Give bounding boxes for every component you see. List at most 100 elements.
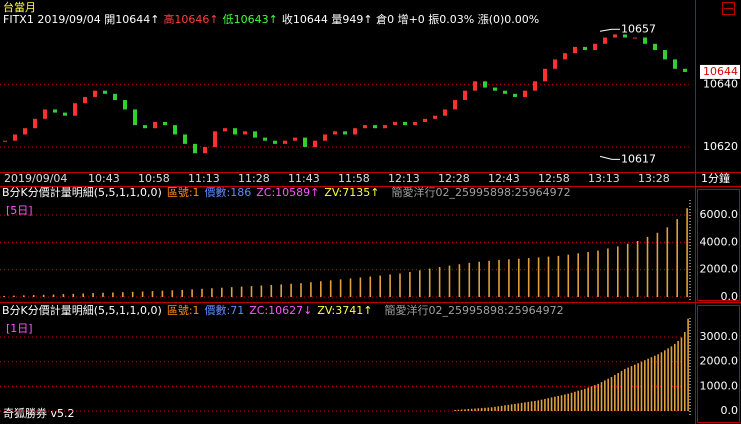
candle: [223, 128, 227, 132]
candle: [373, 125, 377, 129]
candle: [63, 112, 67, 116]
candle: [83, 96, 87, 104]
quote-line: FITX1 2019/09/04 開10644↑ 高10646↑ 低10643↑ 收1…: [3, 12, 539, 26]
y-tick-label: 4000.0: [700, 235, 739, 248]
bar: [607, 248, 609, 297]
bar: [537, 257, 540, 297]
bar: [600, 382, 603, 411]
candle: [193, 143, 197, 154]
candle: [523, 90, 527, 97]
annotation-leader: [599, 28, 613, 32]
indicator-field: 簡愛洋行02_25995898:25964972: [391, 185, 570, 199]
bar: [510, 404, 513, 411]
candle: [663, 50, 667, 60]
bar: [484, 407, 486, 411]
bar: [673, 343, 676, 411]
candle: [23, 128, 27, 135]
bar: [644, 360, 646, 411]
bar: [537, 400, 540, 411]
bar: [52, 294, 55, 297]
bar: [587, 387, 589, 411]
candle: [3, 140, 7, 142]
candle: [583, 46, 587, 51]
candle: [503, 90, 507, 94]
candle: [103, 90, 107, 94]
bar: [624, 369, 626, 411]
indicator-field: 區號:1: [167, 186, 200, 199]
indicator-header: B分K分價計量明細(5,5,1,1,0,0) 區號:1 價數:71 ZC:10627↓…: [2, 303, 564, 317]
y-tick-label: 2000.0: [700, 355, 739, 368]
candle: [653, 43, 657, 51]
x-tick-label: 11:43: [288, 172, 320, 185]
bar: [280, 284, 282, 297]
bar: [640, 361, 643, 411]
candle: [243, 131, 247, 135]
bar: [112, 292, 114, 297]
candle: [273, 140, 277, 144]
bar: [630, 366, 633, 411]
y-tick-label: 2000.0: [700, 263, 739, 276]
bar: [32, 295, 35, 297]
bar: [260, 285, 263, 297]
bar: [637, 363, 639, 411]
bar: [477, 408, 480, 411]
bar: [604, 380, 606, 411]
bar: [683, 332, 686, 411]
y-tick-label: 3000.0: [700, 330, 739, 343]
x-tick-label: 2019/09/04: [4, 172, 67, 185]
bar: [610, 376, 613, 411]
bar: [23, 295, 25, 297]
candle: [553, 59, 557, 69]
candle: [573, 46, 577, 54]
candle: [313, 140, 317, 147]
candle: [613, 34, 617, 38]
bar: [654, 355, 656, 411]
bar: [626, 243, 629, 297]
period-label: [1日]: [6, 322, 33, 335]
bar: [122, 292, 124, 297]
indicator-header: B分K分價計量明細(5,5,1,1,0,0) 區號:1 價數:186 ZC:10589…: [2, 185, 571, 199]
bar: [62, 294, 65, 297]
bar: [487, 407, 490, 411]
bar: [636, 240, 639, 297]
bar: [3, 295, 5, 297]
bar: [570, 392, 573, 411]
indicator-field: 價數:71: [205, 303, 245, 317]
bar: [517, 403, 520, 411]
bar: [504, 405, 506, 411]
y-tick-label: 10640: [703, 77, 738, 90]
bar: [270, 284, 273, 297]
candle: [533, 81, 537, 91]
candle: [213, 131, 217, 147]
bar: [428, 268, 431, 297]
candle: [413, 121, 417, 126]
candle: [463, 90, 467, 101]
bar: [560, 395, 563, 411]
x-tick-label: 10:43: [88, 172, 120, 185]
bar: [574, 391, 576, 411]
bar: [92, 293, 94, 297]
y-tick-label: 6000.0: [700, 208, 739, 221]
candle: [383, 125, 387, 129]
bar: [240, 286, 243, 297]
y-tick-label: 0.0: [721, 290, 739, 303]
bar: [647, 358, 649, 411]
indicator-field: ZC:10589↑: [256, 186, 319, 199]
y-tick-label: 0.0: [721, 404, 739, 417]
bar: [667, 348, 669, 411]
bar: [547, 256, 550, 297]
x-tick-label: 12:43: [488, 172, 520, 185]
bar: [508, 259, 510, 297]
candle: [683, 68, 687, 72]
bar: [171, 290, 174, 297]
bar: [567, 393, 570, 411]
bar: [339, 279, 342, 297]
bar: [666, 227, 669, 297]
bar: [141, 291, 144, 297]
bar: [369, 276, 372, 297]
candle: [333, 131, 337, 135]
indicator-name: B分K分價計量明細(5,5,1,1,0,0): [2, 185, 162, 199]
bar: [359, 277, 362, 297]
x-tick-label: 11:13: [188, 172, 220, 185]
candle: [153, 121, 157, 129]
